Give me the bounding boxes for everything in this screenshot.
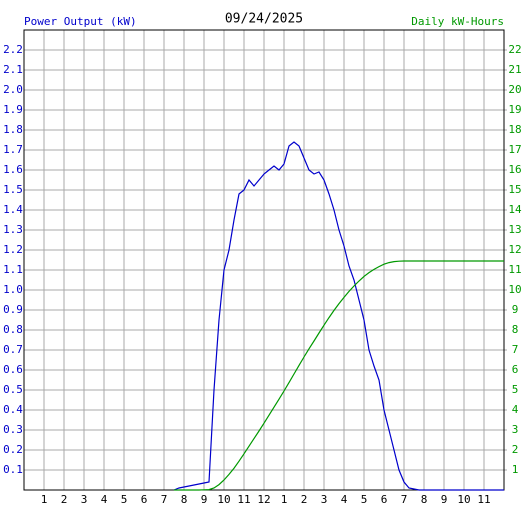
x-tick-label: 4 bbox=[101, 493, 108, 506]
x-tick-label: 9 bbox=[441, 493, 448, 506]
x-tick-label: 8 bbox=[421, 493, 428, 506]
y2-tick-label: 2 bbox=[512, 443, 519, 456]
y2-tick-label: 1 bbox=[512, 463, 519, 476]
y2-tick-label: 22 bbox=[508, 43, 521, 56]
y2-tick-label: 11 bbox=[508, 263, 521, 276]
chart-title: 09/24/2025 bbox=[225, 12, 303, 27]
y2-tick-label: 13 bbox=[508, 223, 521, 236]
y-tick-label: 1.6 bbox=[3, 163, 23, 176]
x-tick-label: 9 bbox=[201, 493, 208, 506]
y-tick-label: 0.8 bbox=[3, 323, 23, 336]
y-tick-label: 1.4 bbox=[3, 203, 23, 216]
x-tick-label: 3 bbox=[81, 493, 88, 506]
x-tick-label: 8 bbox=[181, 493, 188, 506]
x-tick-label: 2 bbox=[61, 493, 68, 506]
x-tick-label: 7 bbox=[401, 493, 408, 506]
x-tick-label: 5 bbox=[121, 493, 128, 506]
y2-tick-label: 5 bbox=[512, 383, 519, 396]
y2-tick-label: 15 bbox=[508, 183, 521, 196]
y2-tick-label: 6 bbox=[512, 363, 519, 376]
x-tick-label: 10 bbox=[217, 493, 230, 506]
plot-frame bbox=[23, 29, 505, 491]
y-tick-label: 2.2 bbox=[3, 43, 23, 56]
y-tick-label: 1.2 bbox=[3, 243, 23, 256]
data-line bbox=[174, 260, 504, 491]
y2-tick-label: 16 bbox=[508, 163, 521, 176]
x-tick-label: 11 bbox=[477, 493, 490, 506]
y-tick-label: 1.8 bbox=[3, 123, 23, 136]
x-tick-label: 1 bbox=[41, 493, 48, 506]
y-tick-label: 0.1 bbox=[3, 463, 23, 476]
y-tick-label: 0.3 bbox=[3, 423, 23, 436]
y2-tick-label: 12 bbox=[508, 243, 521, 256]
y-tick-label: 1.1 bbox=[3, 263, 23, 276]
y2-tick-label: 10 bbox=[508, 283, 521, 296]
y2-tick-label: 7 bbox=[512, 343, 519, 356]
y-tick-label: 0.5 bbox=[3, 383, 23, 396]
y-tick-label: 2.1 bbox=[3, 63, 23, 76]
x-tick-label: 5 bbox=[361, 493, 368, 506]
y-tick-label: 1.7 bbox=[3, 143, 23, 156]
y2-tick-label: 14 bbox=[508, 203, 522, 216]
y2-tick-label: 18 bbox=[508, 123, 521, 136]
x-tick-label: 6 bbox=[141, 493, 148, 506]
y-tick-label: 0.2 bbox=[3, 443, 23, 456]
data-line bbox=[173, 141, 504, 491]
y-tick-label: 0.6 bbox=[3, 363, 23, 376]
y-tick-label: 1.3 bbox=[3, 223, 23, 236]
x-tick-label: 7 bbox=[161, 493, 168, 506]
x-tick-label: 11 bbox=[237, 493, 250, 506]
x-tick-label: 12 bbox=[257, 493, 270, 506]
y-tick-label: 2.0 bbox=[3, 83, 23, 96]
y2-tick-label: 17 bbox=[508, 143, 521, 156]
y-axis-title: Power Output (kW) bbox=[24, 15, 137, 28]
x-tick-label: 1 bbox=[281, 493, 288, 506]
y2-tick-label: 21 bbox=[508, 63, 521, 76]
x-tick-label: 10 bbox=[457, 493, 470, 506]
y2-axis-title: Daily kW-Hours bbox=[411, 15, 504, 28]
y2-tick-label: 19 bbox=[508, 103, 521, 116]
y2-tick-label: 4 bbox=[512, 403, 519, 416]
y2-tick-label: 20 bbox=[508, 83, 521, 96]
y-tick-label: 0.9 bbox=[3, 303, 23, 316]
x-tick-label: 2 bbox=[301, 493, 308, 506]
y2-tick-label: 3 bbox=[512, 423, 519, 436]
y2-tick-label: 9 bbox=[512, 303, 519, 316]
y-tick-label: 0.4 bbox=[3, 403, 23, 416]
y-tick-label: 1.9 bbox=[3, 103, 23, 116]
x-tick-label: 4 bbox=[341, 493, 348, 506]
x-tick-label: 3 bbox=[321, 493, 328, 506]
y-tick-label: 0.7 bbox=[3, 343, 23, 356]
x-tick-label: 6 bbox=[381, 493, 388, 506]
y2-tick-label: 8 bbox=[512, 323, 519, 336]
y-tick-label: 1.5 bbox=[3, 183, 23, 196]
y-tick-label: 1.0 bbox=[3, 283, 23, 296]
